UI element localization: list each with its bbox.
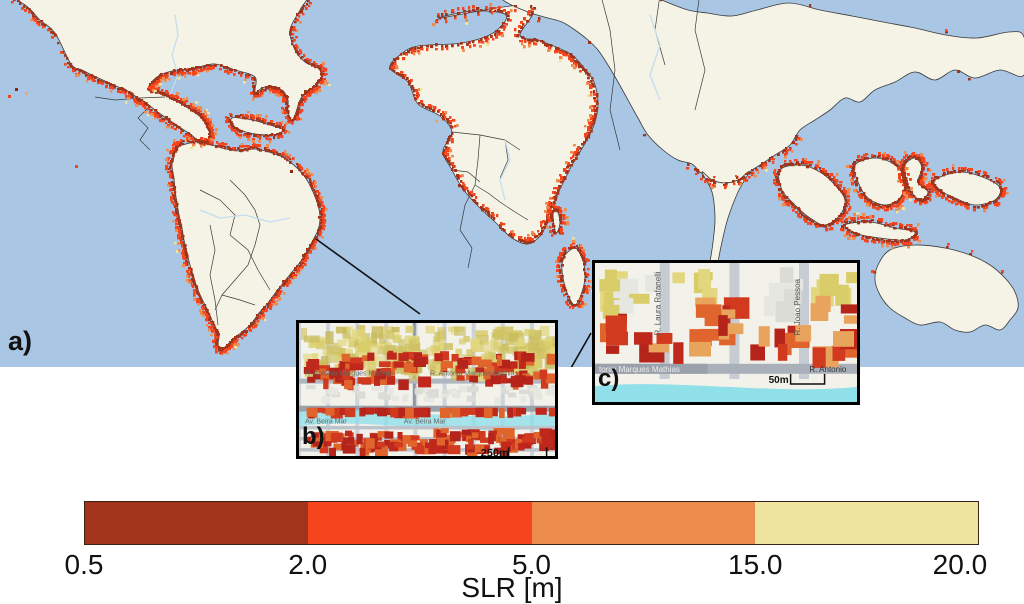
svg-text:Av. Beira Mar: Av. Beira Mar (404, 419, 446, 426)
svg-text:50m: 50m (769, 375, 789, 386)
svg-text:R. Antonio Marques Mathias: R. Antonio Marques Mathias (430, 371, 518, 378)
svg-text:R. Joao Pessoa: R. Joao Pessoa (793, 278, 802, 335)
svg-text:R. Antonio Marques Mathias: R. Antonio Marques Mathias (305, 371, 393, 378)
svg-text:250m: 250m (481, 447, 509, 459)
svg-text:R. Laura Rafanelli: R. Laura Rafanelli (654, 271, 663, 335)
svg-text:R. Antonio: R. Antonio (809, 365, 846, 374)
